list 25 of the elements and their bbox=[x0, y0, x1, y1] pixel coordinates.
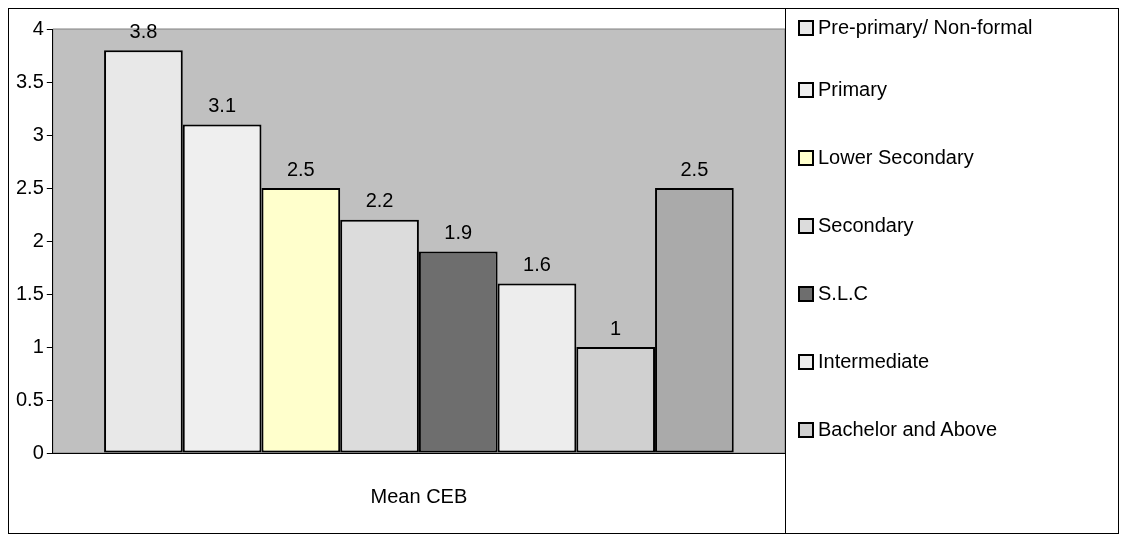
y-tick-label: 3.5 bbox=[15, 69, 44, 92]
data-label: 2.5 bbox=[286, 157, 315, 180]
y-tick-label: 1.5 bbox=[15, 281, 44, 304]
y-tick-label: 3 bbox=[32, 122, 44, 145]
data-label: 1 bbox=[610, 316, 622, 339]
legend-label: Secondary bbox=[818, 213, 915, 237]
data-label: 1.9 bbox=[444, 221, 473, 244]
legend-label: Intermediate bbox=[818, 349, 931, 373]
data-label: 3.8 bbox=[129, 19, 158, 42]
legend-label: S.L.C bbox=[818, 281, 870, 305]
data-label: 2.2 bbox=[365, 189, 394, 212]
legend-label: Pre-primary/ Non-formal bbox=[818, 15, 1034, 39]
y-tick-label: 2 bbox=[32, 228, 44, 251]
data-label: 2.5 bbox=[680, 157, 709, 180]
y-tick-label: 0 bbox=[32, 440, 44, 463]
x-tick-label: Mean CEB bbox=[370, 484, 468, 507]
data-label: 1.6 bbox=[523, 252, 551, 275]
y-tick-label: 1 bbox=[32, 334, 44, 357]
y-tick-label: 4 bbox=[32, 16, 44, 39]
legend-label: Lower Secondary bbox=[818, 145, 975, 169]
legend-label: Bachelor and Above bbox=[818, 417, 999, 441]
y-tick-label: 0.5 bbox=[15, 387, 44, 410]
y-tick-label: 2.5 bbox=[15, 175, 44, 198]
legend-label: Primary bbox=[818, 77, 888, 101]
data-label: 3.1 bbox=[208, 93, 237, 116]
